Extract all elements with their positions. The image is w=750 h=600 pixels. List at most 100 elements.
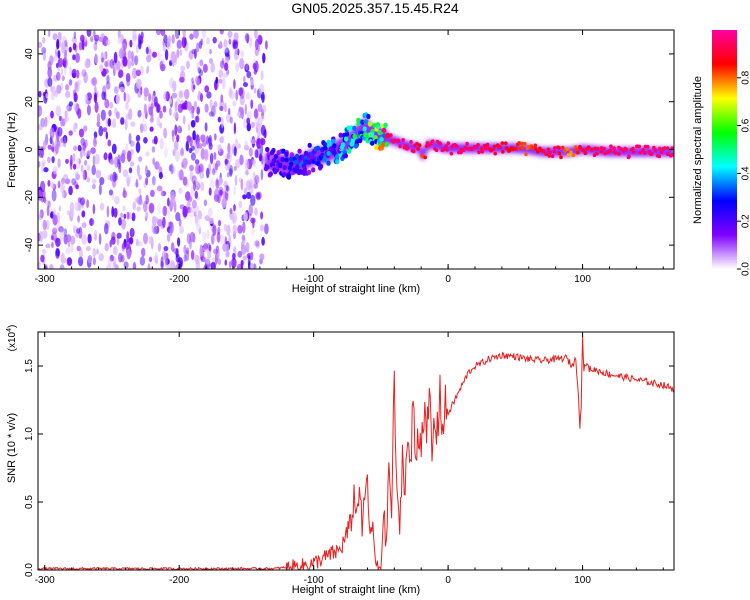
noise-blob bbox=[138, 39, 142, 50]
noise-blob bbox=[157, 243, 162, 252]
noise-blob bbox=[195, 163, 201, 175]
noise-blob bbox=[93, 94, 97, 102]
noise-blob bbox=[45, 219, 50, 231]
ridge-blob bbox=[434, 148, 439, 153]
noise-blob bbox=[49, 53, 54, 64]
noise-blob bbox=[55, 105, 61, 117]
noise-blob bbox=[82, 170, 86, 181]
noise-blob bbox=[68, 101, 74, 107]
noise-blob bbox=[42, 249, 47, 254]
ridge-blob bbox=[485, 142, 490, 147]
ridge-blob bbox=[612, 146, 616, 151]
noise-blob bbox=[203, 148, 209, 161]
ridge-blob bbox=[338, 132, 343, 138]
noise-blob bbox=[106, 74, 110, 84]
noise-blob bbox=[110, 173, 113, 182]
noise-blob bbox=[63, 117, 67, 124]
noise-blob bbox=[156, 116, 161, 127]
noise-blob bbox=[131, 212, 136, 222]
noise-blob bbox=[94, 38, 98, 45]
noise-blob bbox=[206, 229, 210, 240]
noise-blob bbox=[249, 37, 253, 48]
noise-blob bbox=[204, 103, 209, 113]
noise-blob bbox=[49, 55, 54, 66]
noise-blob bbox=[109, 158, 114, 165]
noise-blob bbox=[132, 67, 138, 79]
noise-blob bbox=[38, 145, 41, 157]
noise-blob bbox=[220, 116, 224, 129]
noise-blob bbox=[52, 166, 58, 175]
noise-blob bbox=[51, 146, 55, 152]
spectrogram-y-label: Frequency (Hz) bbox=[6, 112, 18, 188]
noise-blob bbox=[259, 83, 265, 95]
noise-blob bbox=[118, 48, 124, 59]
noise-blob bbox=[173, 247, 179, 255]
noise-blob bbox=[233, 79, 236, 90]
ridge-blob bbox=[479, 146, 484, 151]
noise-blob bbox=[197, 67, 202, 74]
noise-blob bbox=[258, 36, 263, 45]
noise-blob bbox=[189, 231, 195, 243]
noise-blob bbox=[196, 106, 200, 115]
noise-blob bbox=[210, 62, 215, 73]
noise-blob bbox=[73, 103, 79, 112]
noise-blob bbox=[128, 167, 133, 174]
noise-blob bbox=[158, 172, 163, 179]
noise-blob bbox=[72, 163, 77, 170]
ridge-blob bbox=[297, 148, 302, 154]
noise-blob bbox=[252, 178, 258, 185]
noise-blob bbox=[86, 104, 91, 116]
noise-blob bbox=[226, 172, 230, 178]
noise-blob bbox=[185, 250, 189, 262]
noise-blob bbox=[208, 137, 212, 144]
ridge-blob bbox=[649, 152, 654, 157]
spectral-ridge bbox=[263, 112, 674, 180]
noise-blob bbox=[185, 140, 189, 152]
noise-blob bbox=[169, 227, 173, 237]
noise-blob bbox=[72, 123, 77, 133]
noise-blob bbox=[179, 127, 182, 133]
ridge-blob bbox=[384, 141, 389, 147]
noise-blob bbox=[227, 143, 231, 154]
noise-blob bbox=[222, 72, 229, 78]
noise-blob bbox=[197, 210, 203, 220]
noise-blob bbox=[124, 118, 128, 131]
noise-blob bbox=[147, 263, 151, 269]
ridge-blob bbox=[632, 150, 636, 154]
noise-blob bbox=[107, 258, 113, 267]
noise-blob bbox=[109, 254, 115, 262]
ridge-blob bbox=[534, 147, 538, 151]
noise-blob bbox=[189, 33, 194, 40]
noise-blob bbox=[254, 38, 259, 50]
noise-blob bbox=[225, 250, 230, 258]
noise-blob bbox=[121, 242, 127, 250]
snr-y-multiplier: (x104) bbox=[6, 325, 18, 352]
ridge-blob bbox=[523, 141, 527, 146]
noise-blob bbox=[113, 86, 119, 94]
ridge-blob bbox=[349, 141, 354, 147]
noise-blob bbox=[60, 137, 65, 144]
noise-blob bbox=[108, 189, 113, 196]
noise-blob bbox=[62, 56, 68, 69]
ridge-blob bbox=[533, 143, 538, 148]
noise-blob bbox=[250, 194, 256, 206]
noise-blob bbox=[125, 92, 130, 104]
noise-blob bbox=[73, 92, 78, 103]
ridge-blob bbox=[284, 157, 289, 163]
noise-blob bbox=[182, 176, 188, 186]
noise-blob bbox=[244, 103, 247, 116]
snr-frame bbox=[37, 331, 675, 571]
noise-blob bbox=[85, 245, 91, 252]
noise-blob bbox=[193, 84, 196, 90]
noise-blob bbox=[183, 244, 187, 255]
noise-blob bbox=[57, 127, 63, 137]
ridge-blob bbox=[326, 139, 331, 145]
ridge-blob bbox=[609, 144, 613, 149]
ridge-blob bbox=[343, 136, 349, 142]
noise-blob bbox=[156, 52, 162, 62]
noise-blob bbox=[180, 65, 186, 72]
noise-blob bbox=[132, 262, 137, 269]
noise-blob bbox=[87, 255, 93, 264]
ridge-blob bbox=[665, 146, 670, 151]
noise-blob bbox=[83, 149, 86, 157]
